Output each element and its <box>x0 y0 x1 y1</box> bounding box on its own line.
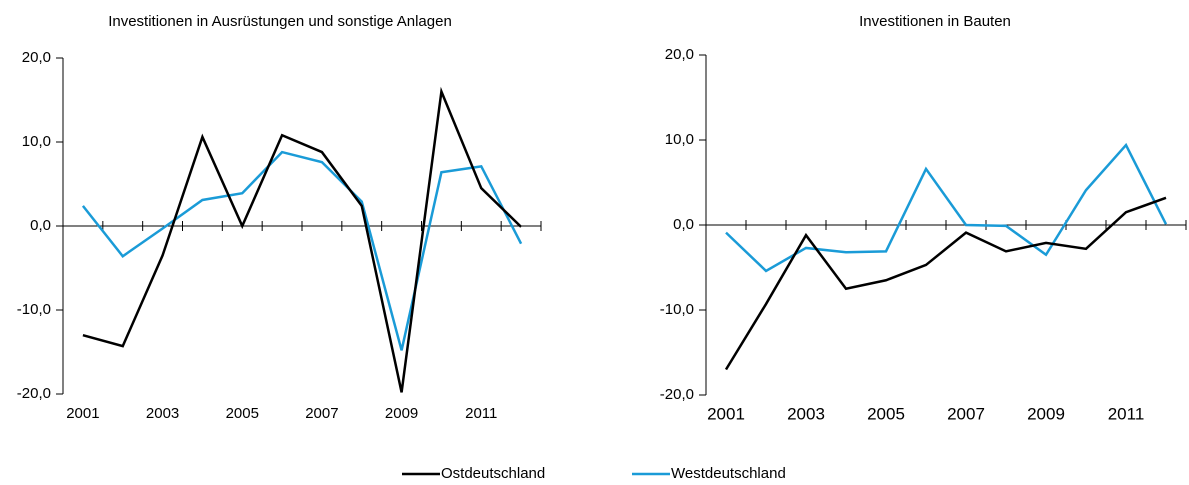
legend-label: Westdeutschland <box>671 465 786 482</box>
x-tick-label: 2009 <box>385 405 418 422</box>
x-tick-label: 2001 <box>66 405 99 422</box>
y-tick-label: 20,0 <box>22 49 51 66</box>
data-line <box>81 150 523 351</box>
y-tick-label: 10,0 <box>665 131 694 148</box>
y-tick-label: 10,0 <box>22 133 51 150</box>
y-tick-label: 0,0 <box>30 217 51 234</box>
x-tick-label: 2007 <box>305 405 338 422</box>
y-tick-label: 20,0 <box>665 46 694 63</box>
legend-label: Ostdeutschland <box>441 465 545 482</box>
chart-title: Investitionen in Ausrüstungen und sonsti… <box>108 13 452 30</box>
data-line <box>82 86 522 393</box>
x-tick-label: 2005 <box>226 405 259 422</box>
y-tick-label: 0,0 <box>673 216 694 233</box>
chart-title: Investitionen in Bauten <box>859 13 1011 30</box>
x-tick-label: 2003 <box>787 404 825 423</box>
x-tick-label: 2011 <box>1108 404 1145 423</box>
y-tick-label: -10,0 <box>17 301 51 318</box>
data-line <box>725 142 1168 273</box>
y-tick-label: -20,0 <box>17 385 51 402</box>
x-tick-label: 2003 <box>146 405 179 422</box>
data-line <box>724 196 1167 371</box>
x-tick-label: 2011 <box>465 405 497 422</box>
x-tick-label: 2009 <box>1027 404 1065 423</box>
y-tick-label: -10,0 <box>660 301 694 318</box>
x-tick-label: 2001 <box>707 404 745 423</box>
x-tick-label: 2007 <box>947 404 985 423</box>
x-tick-label: 2005 <box>867 404 905 423</box>
y-tick-label: -20,0 <box>660 386 694 403</box>
